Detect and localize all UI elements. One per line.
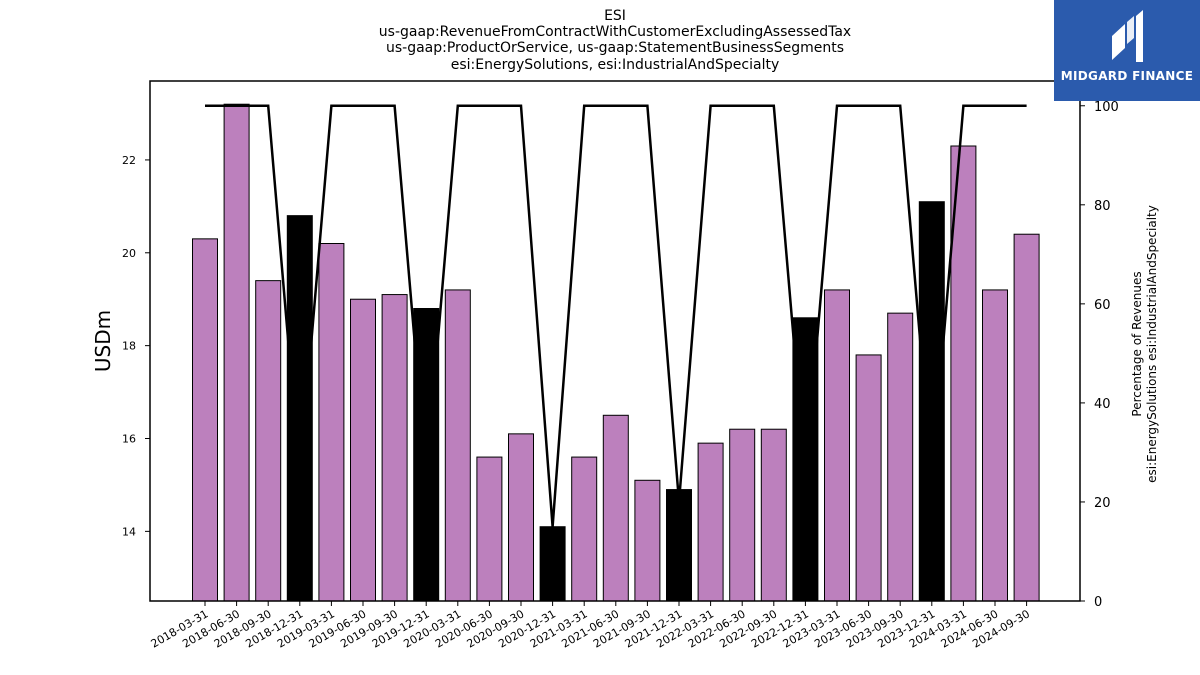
bar — [286, 215, 313, 602]
y-tick-label: 16 — [122, 433, 136, 446]
logo-text: MIDGARD FINANCE — [1060, 69, 1194, 83]
bar — [729, 428, 756, 602]
y2-tick-label: 0 — [1094, 595, 1102, 610]
bar — [887, 312, 914, 602]
bar-series — [192, 103, 1040, 602]
bar — [918, 201, 945, 602]
bar — [350, 298, 376, 602]
bar — [255, 280, 282, 602]
bar — [982, 289, 1008, 602]
bar — [602, 414, 629, 602]
y-tick-label: 18 — [122, 340, 136, 353]
y-tick-label: 14 — [122, 525, 136, 538]
bar — [476, 456, 503, 602]
midgard-logo-icon — [1112, 10, 1143, 62]
percentage-line-series — [205, 104, 1027, 527]
bar — [413, 308, 440, 602]
midgard-finance-logo: MIDGARD FINANCE — [1054, 0, 1200, 101]
bar — [855, 354, 882, 602]
percentage-line — [205, 104, 1027, 527]
bar — [824, 289, 850, 602]
y2-tick-label: 40 — [1094, 397, 1111, 412]
y-tick-label: 20 — [122, 247, 136, 260]
bar — [1013, 233, 1040, 602]
plot-frame — [149, 80, 1081, 602]
bar — [666, 489, 692, 602]
bar — [539, 526, 566, 602]
y-tick-label: 22 — [122, 154, 136, 167]
bar — [444, 289, 471, 602]
bar — [571, 456, 598, 602]
bar — [508, 433, 534, 602]
bar — [223, 103, 250, 602]
chart-title-line-2: us-gaap:RevenueFromContractWithCustomerE… — [378, 24, 852, 40]
chart-title-line-4: esi:EnergySolutions, esi:IndustrialAndSp… — [450, 57, 780, 73]
chart-title-line-3: us-gaap:ProductOrService, us-gaap:Statem… — [385, 40, 844, 56]
bar — [697, 442, 724, 602]
bar — [634, 479, 661, 602]
bar — [381, 294, 408, 602]
y-axis-label: USDm — [91, 310, 115, 372]
y2-tick-label: 20 — [1094, 496, 1111, 511]
bar — [760, 428, 787, 602]
y2-tick-label: 60 — [1094, 298, 1111, 313]
y2-axis-label-line-2: esi:EnergySolutions esi:IndustrialAndSpe… — [1145, 205, 1159, 483]
bar — [950, 145, 977, 602]
bar — [192, 238, 218, 602]
chart-title-line-1: ESI — [604, 8, 626, 24]
bar — [318, 243, 345, 602]
y2-tick-label: 80 — [1094, 199, 1111, 214]
y2-tick-label: 100 — [1094, 100, 1119, 115]
y2-axis-label-line-1: Percentage of Revenues — [1130, 271, 1144, 416]
